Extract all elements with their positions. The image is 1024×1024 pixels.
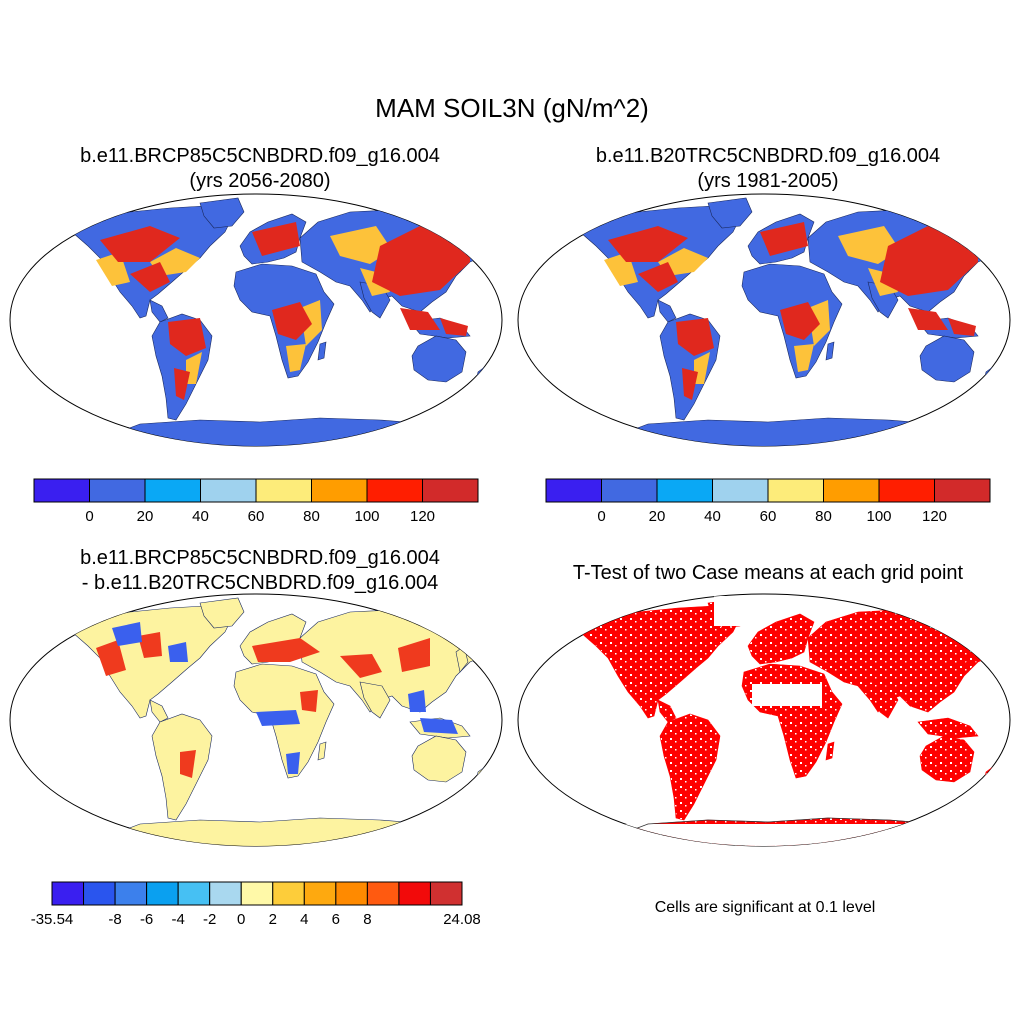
colorbar-swatch xyxy=(934,478,991,503)
colorbar-tick-label: 80 xyxy=(303,508,320,525)
panel-title-case2-line1: b.e11.B20TRC5CNBDRD.f09_g16.004 xyxy=(595,145,941,167)
colorbar-tick-label: 6 xyxy=(332,911,340,928)
colorbar-tick-label: 120 xyxy=(410,508,435,525)
colorbar-tick-label: 0 xyxy=(237,911,245,928)
colorbar-case2: 0 20 40 60 80 100 120 xyxy=(545,478,991,525)
panel-title-ttest: T-Test of two Case means at each grid po… xyxy=(508,561,1024,586)
colorbar-swatch xyxy=(366,478,423,503)
colorbar-tick-label: 100 xyxy=(866,508,891,525)
colorbar-swatch xyxy=(209,881,242,906)
colorbar-swatch xyxy=(144,478,201,503)
colorbar-swatch xyxy=(601,478,658,503)
colorbar-tick-label: 24.08 xyxy=(443,911,481,928)
colorbar-swatch xyxy=(240,881,274,906)
panel-title-ttest-line1: T-Test of two Case means at each grid po… xyxy=(572,562,964,584)
colorbar-swatch xyxy=(311,478,368,503)
colorbar-swatch xyxy=(335,881,368,906)
colorbar-tick-label: -4 xyxy=(171,911,184,928)
colorbar-swatch xyxy=(398,881,431,906)
panel-title-case1-line2: (yrs 2056-2080) xyxy=(189,170,331,192)
colorbar-tick-label: -6 xyxy=(140,911,153,928)
colorbar-tick-label: 20 xyxy=(649,508,666,525)
colorbar-difference: -35.54 -8 -6 -4 -2 0 2 4 6 8 24.08 xyxy=(31,881,481,928)
colorbar-swatch xyxy=(33,478,90,503)
colorbar-swatch xyxy=(823,478,880,503)
colorbar-swatch xyxy=(656,478,713,503)
colorbar-swatch xyxy=(177,881,211,906)
significance-note: Cells are significant at 0.1 level xyxy=(654,899,876,916)
panel-title-case1-line1: b.e11.BRCP85C5CNBDRD.f09_g16.004 xyxy=(80,145,440,167)
panel-title-case2: b.e11.B20TRC5CNBDRD.f09_g16.004 (yrs 198… xyxy=(528,144,1008,194)
colorbar-tick-label: -2 xyxy=(203,911,216,928)
colorbar-tick-label: -8 xyxy=(108,911,121,928)
colorbar-tick-label: 8 xyxy=(363,911,371,928)
colorbar-tick-label: 120 xyxy=(922,508,947,525)
colorbar-tick-label: 4 xyxy=(300,911,308,928)
colorbar-swatch xyxy=(545,478,602,503)
main-title: MAM SOIL3N (gN/m^2) xyxy=(375,93,649,123)
colorbar-swatch xyxy=(303,881,337,906)
colorbar-tick-label: 60 xyxy=(248,508,265,525)
map-panel-case2 xyxy=(517,193,1011,447)
map-panel-difference xyxy=(9,593,503,847)
colorbar-swatch xyxy=(51,881,85,906)
colorbar-tick-label: 100 xyxy=(354,508,379,525)
colorbar-swatch xyxy=(200,478,257,503)
colorbar-tick-label: -35.54 xyxy=(31,911,74,928)
colorbar-tick-label: 0 xyxy=(597,508,605,525)
colorbar-case1: 0 20 40 60 80 100 120 xyxy=(33,478,479,525)
colorbar-swatch xyxy=(89,478,146,503)
colorbar-tick-label: 0 xyxy=(85,508,93,525)
colorbar-swatch xyxy=(272,881,305,906)
colorbar-tick-label: 20 xyxy=(137,508,154,525)
panel-title-diff: b.e11.BRCP85C5CNBDRD.f09_g16.004 - b.e11… xyxy=(20,546,500,596)
colorbar-swatch xyxy=(429,881,463,906)
colorbar-swatch xyxy=(366,881,400,906)
map-panel-case1 xyxy=(9,193,503,447)
map-panel-ttest xyxy=(517,593,1011,847)
colorbar-tick-label: 40 xyxy=(704,508,721,525)
colorbar-swatch xyxy=(767,478,824,503)
colorbar-swatch xyxy=(255,478,312,503)
colorbar-tick-label: 40 xyxy=(192,508,209,525)
colorbar-tick-label: 60 xyxy=(760,508,777,525)
colorbar-swatch xyxy=(422,478,479,503)
colorbar-tick-label: 80 xyxy=(815,508,832,525)
colorbar-swatch xyxy=(146,881,179,906)
colorbar-swatch xyxy=(712,478,769,503)
panel-title-case2-line2: (yrs 1981-2005) xyxy=(697,170,839,192)
colorbar-swatch xyxy=(83,881,116,906)
panel-title-diff-line2: - b.e11.B20TRC5CNBDRD.f09_g16.004 xyxy=(81,572,439,594)
panel-title-case1: b.e11.BRCP85C5CNBDRD.f09_g16.004 (yrs 20… xyxy=(20,144,500,194)
panel-title-diff-line1: b.e11.BRCP85C5CNBDRD.f09_g16.004 xyxy=(80,547,440,569)
colorbar-swatch xyxy=(114,881,148,906)
colorbar-swatch xyxy=(878,478,935,503)
colorbar-tick-label: 2 xyxy=(269,911,277,928)
